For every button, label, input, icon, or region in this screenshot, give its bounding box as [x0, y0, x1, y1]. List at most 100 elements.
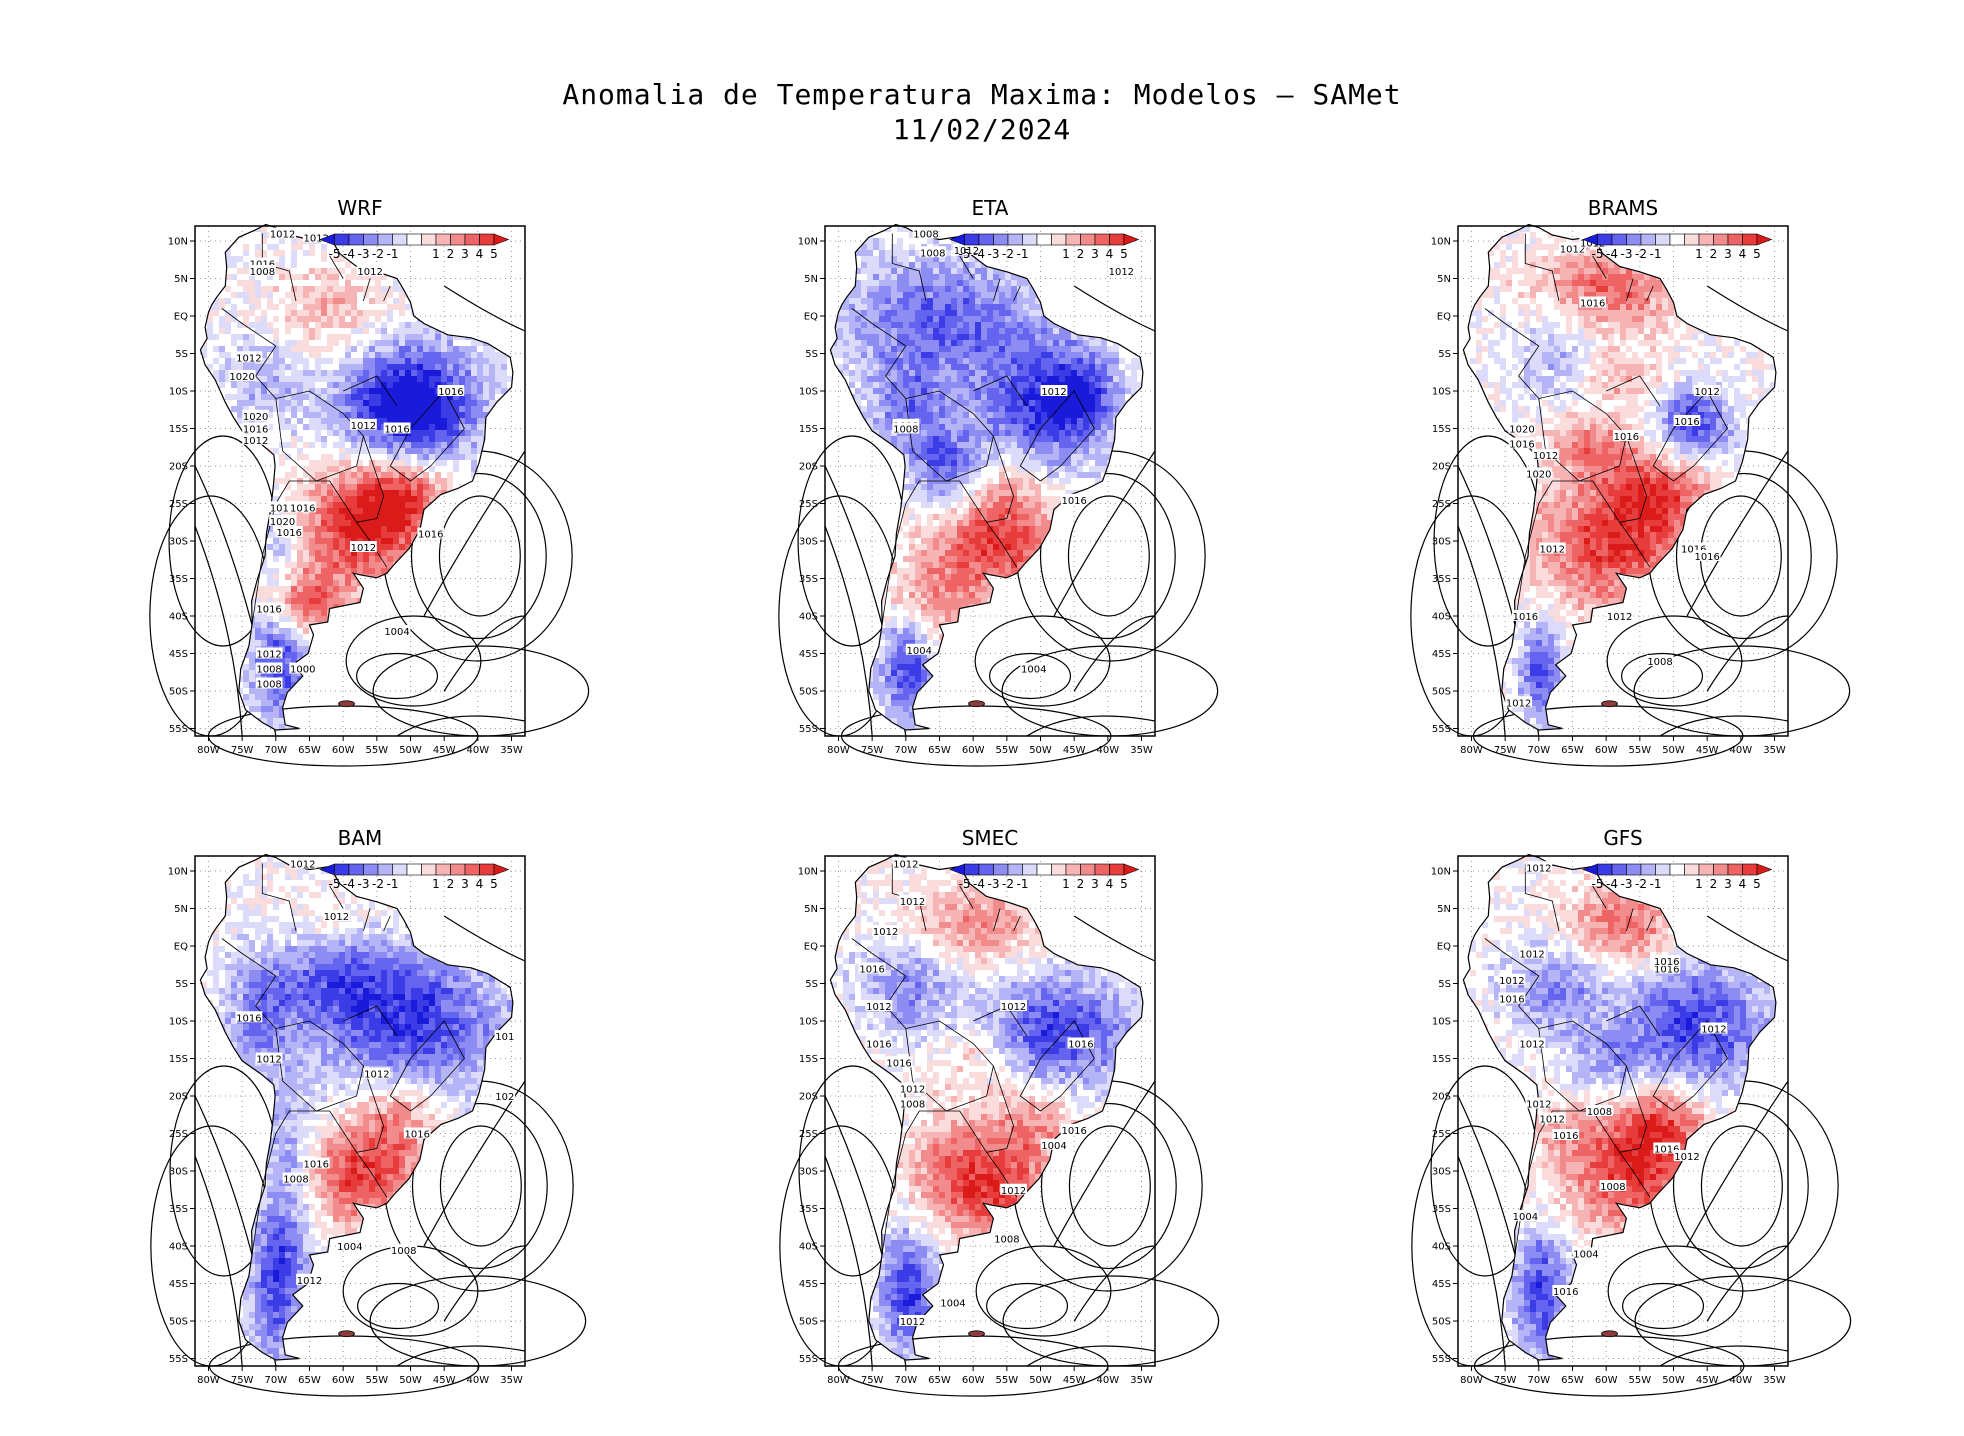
- isobar-labels: 1012 1012 1012 1016 1012 1016 1016 1012 1012 1008…: [858, 857, 1095, 1328]
- isobar-label: 1012: [236, 353, 261, 364]
- lat-tick-label: 25S: [799, 499, 818, 510]
- lat-tick-label: 20S: [799, 462, 818, 473]
- isobar-label: 1016: [1674, 417, 1699, 428]
- isobar-label-bg: [383, 625, 411, 636]
- colorbar-swatch: [1611, 863, 1627, 876]
- colorbar-label: -4: [1606, 247, 1618, 261]
- colorbar-swatch: [1727, 863, 1743, 876]
- isobar-label-bg: [1646, 655, 1674, 666]
- coastline: [199, 853, 514, 1361]
- lon-tick-label: 50W: [1662, 1375, 1685, 1386]
- lon-tick-label: 75W: [1494, 745, 1517, 756]
- colorbar-swatch: [1713, 233, 1729, 246]
- colorbar-swatch: [406, 233, 422, 246]
- lon-tick-label: 65W: [298, 745, 321, 756]
- lat-tick-label: 20S: [169, 1092, 188, 1103]
- isobar-label-bg: [953, 244, 980, 255]
- falkland-islands: [1601, 700, 1618, 708]
- lon-tick-label: 60W: [1595, 745, 1618, 756]
- isobar-label-bg: [1511, 610, 1539, 621]
- lon-tick-label: 55W: [366, 745, 389, 756]
- isobar-label: 1012: [1109, 267, 1134, 278]
- isobar-label: 1008: [256, 680, 281, 691]
- isobar-label-bg: [892, 857, 920, 869]
- isobar-label: 1012: [303, 233, 328, 244]
- lat-tick-label: 55S: [1432, 1354, 1451, 1365]
- isobar-label: 1012: [900, 897, 925, 908]
- axis-ticks: 10N 5N EQ 5S 10S 15S 20S 25S 30S 35S 40S 45S 50S 55S 8…: [168, 867, 523, 1387]
- colorbar-swatch: [435, 233, 451, 246]
- lat-tick-label: 50S: [169, 1317, 188, 1328]
- isobar-label: 1004: [1021, 665, 1046, 676]
- lat-tick-label: 5N: [174, 904, 188, 915]
- isobar-label: 1012: [243, 436, 268, 447]
- isobar-label-bg: [899, 1082, 926, 1094]
- isobar-label: 1000: [290, 665, 315, 676]
- isobar-label: 1012: [1701, 1025, 1726, 1036]
- lat-tick-label: 55S: [799, 1354, 818, 1365]
- colorbar-label: -3: [1621, 877, 1633, 891]
- colorbar-swatch: [1640, 233, 1656, 246]
- isobar-label-bg: [1107, 265, 1135, 276]
- coastline: [829, 223, 1144, 731]
- isobar-label: 1012: [1499, 976, 1524, 987]
- lat-tick-label: 5S: [1438, 979, 1451, 990]
- colorbar-swatch: [1727, 233, 1743, 246]
- isobar-label: 1012: [1519, 1040, 1544, 1051]
- lat-tick-label: EQ: [174, 312, 188, 323]
- lon-tick-label: 70W: [895, 1375, 918, 1386]
- lat-tick-label: 15S: [1432, 1054, 1451, 1065]
- isobar-label-bg: [242, 409, 270, 421]
- lat-tick-label: 15S: [799, 1054, 818, 1065]
- lon-tick-label: 45W: [1063, 745, 1086, 756]
- lat-tick-label: 40S: [169, 612, 188, 623]
- isobar-label: 1016: [236, 1013, 261, 1024]
- isobar-label-bg: [1538, 1112, 1566, 1124]
- lat-tick-label: 20S: [1432, 1092, 1451, 1103]
- lat-tick-label: 5S: [805, 979, 818, 990]
- colorbar-swatch: [1698, 863, 1714, 876]
- isobar-label: 1016: [1654, 965, 1679, 976]
- lat-tick-label: 10S: [169, 387, 188, 398]
- isobar-label: 1012: [1560, 245, 1585, 256]
- lon-tick-label: 80W: [197, 745, 220, 756]
- isobar-label: 1016: [1509, 440, 1534, 451]
- map-panel-eta: 1008100810121012101210081008101610041004…: [778, 223, 1219, 767]
- panel-title-eta: ETA: [825, 196, 1155, 220]
- lon-tick-label: 40W: [467, 1375, 490, 1386]
- colorbar-swatch: [1742, 863, 1758, 876]
- colorbar-swatch: [1065, 233, 1081, 246]
- lon-tick-label: 80W: [827, 1375, 850, 1386]
- colorbar-label: 5: [1753, 877, 1761, 891]
- lat-tick-label: 10S: [799, 387, 818, 398]
- country-borders: [1484, 863, 1728, 1254]
- isobar-label-bg: [437, 385, 465, 396]
- lat-tick-label: 10S: [1432, 1017, 1451, 1028]
- lat-tick-label: 40S: [1432, 1242, 1451, 1253]
- country-borders: [851, 233, 1095, 624]
- lon-tick-label: 35W: [500, 1375, 523, 1386]
- isobar-label: 1016: [1553, 1131, 1578, 1142]
- lon-tick-label: 60W: [332, 745, 355, 756]
- colorbar-swatch: [1611, 233, 1627, 246]
- isobar-label-bg: [1552, 1285, 1580, 1296]
- lat-tick-label: 10N: [168, 867, 188, 878]
- colorbar-label: 2: [1077, 877, 1085, 891]
- colorbar-swatch: [363, 233, 379, 246]
- colorbar-label: -4: [343, 247, 355, 261]
- lat-tick-label: EQ: [804, 942, 818, 953]
- isobar-label-bg: [1508, 437, 1536, 449]
- lat-tick-label: 45S: [799, 649, 818, 660]
- colorbar: -5 -4 -3 -2 -1 1 2 3 4 5: [1582, 233, 1773, 261]
- colorbar-label: -1: [1650, 247, 1662, 261]
- isobar-label: 1016: [1513, 612, 1538, 623]
- lat-tick-label: 55S: [1432, 724, 1451, 735]
- panel-title-smec: SMEC: [825, 826, 1155, 850]
- colorbar-label: 3: [461, 247, 469, 261]
- lat-tick-label: 35S: [169, 1204, 188, 1215]
- lon-tick-label: 60W: [332, 1375, 355, 1386]
- lon-tick-label: 55W: [366, 1375, 389, 1386]
- colorbar-swatch: [1742, 233, 1758, 246]
- lat-tick-label: 10N: [798, 867, 818, 878]
- isobar-label: 1012: [297, 1276, 322, 1287]
